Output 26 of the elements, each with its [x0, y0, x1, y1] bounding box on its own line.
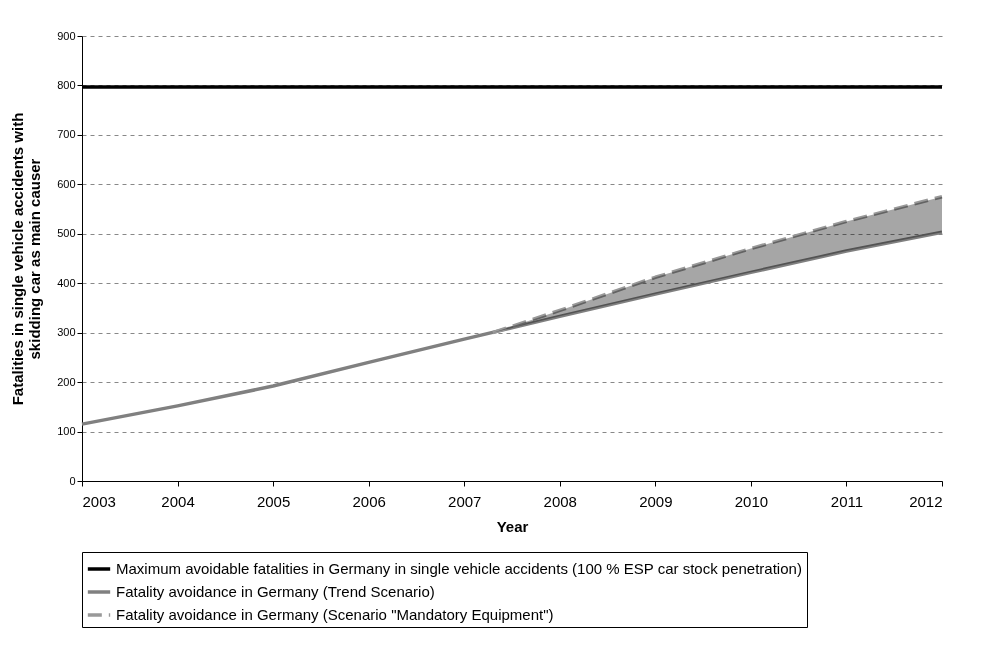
x-tick-label: 2010 — [734, 492, 769, 510]
x-tick-label: 2012 — [909, 492, 943, 510]
y-tick-label: 0 — [69, 474, 76, 487]
x-tick-label: 2006 — [352, 492, 386, 510]
y-tick-label: 200 — [57, 375, 76, 388]
line-series — [80, 230, 944, 426]
x-tick-label: 2003 — [82, 492, 116, 510]
y-tick-label: 300 — [57, 326, 76, 339]
legend-label: Maximum avoidable fatalities in Germany in single vehicle accidents (100 % ESP car stock penetration) — [116, 560, 802, 577]
y-axis-title: Fatalities in single vehicle accidents with skidding car as main causer — [9, 112, 44, 406]
y-tick-label: 100 — [57, 425, 76, 438]
x-tick-label: 2004 — [161, 492, 195, 510]
x-tick-label: 2007 — [448, 492, 482, 510]
legend-label: Fatality avoidance in Germany (Trend Scenario) — [116, 583, 435, 600]
x-axis-title: Year — [496, 517, 529, 535]
y-tick-label: 900 — [57, 29, 76, 42]
x-tick-label: 2005 — [256, 492, 291, 510]
x-tick-label: 2011 — [830, 492, 864, 510]
y-tick-label: 800 — [57, 78, 76, 91]
y-tick-label: 400 — [57, 276, 76, 289]
y-tick-label: 700 — [57, 128, 76, 141]
legend-label: Fatality avoidance in Germany (Scenario "Mandatory Equipment") — [116, 606, 554, 623]
x-tick-label: 2008 — [543, 492, 577, 510]
y-tick-label: 500 — [57, 227, 76, 240]
y-tick-label: 600 — [57, 177, 76, 190]
x-tick-label: 2009 — [639, 492, 673, 510]
